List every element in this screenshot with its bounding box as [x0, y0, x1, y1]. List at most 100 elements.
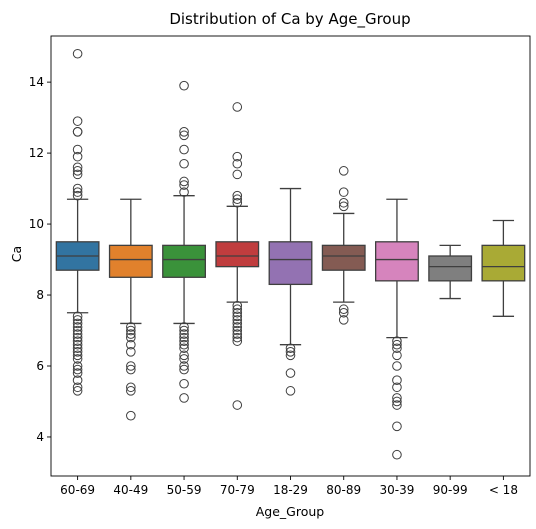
outlier-point — [232, 194, 243, 205]
outlier-point — [338, 197, 349, 208]
box — [268, 241, 313, 286]
outlier-point — [179, 378, 189, 389]
outlier-point — [179, 361, 189, 371]
box-group-70-79 — [215, 102, 260, 410]
outlier-point — [392, 343, 402, 354]
outlier-point — [72, 187, 83, 197]
outlier-point — [72, 144, 83, 155]
box — [321, 244, 366, 271]
outlier-point — [126, 410, 136, 421]
outlier-point — [285, 350, 296, 361]
outlier-point — [72, 116, 83, 126]
outlier-point — [232, 158, 243, 169]
outlier-point — [72, 190, 83, 201]
x-tick-label: 90-99 — [433, 483, 468, 497]
outlier-point — [392, 336, 402, 346]
outlier-point — [392, 396, 402, 407]
box — [108, 244, 153, 278]
outlier-point — [126, 325, 136, 336]
outlier-point — [392, 421, 402, 432]
outlier-point — [72, 166, 83, 176]
outlier-point — [72, 350, 83, 361]
outlier-point — [232, 329, 243, 339]
box — [162, 244, 206, 278]
outlier-point — [72, 368, 83, 378]
y-tick-label: 10 — [29, 217, 44, 231]
box-group-40-49 — [108, 198, 153, 421]
outlier-point — [72, 336, 83, 346]
outlier-point — [72, 375, 83, 385]
x-axis-title: Age_Group — [256, 504, 325, 519]
outlier-point — [72, 339, 83, 350]
outlier-point — [72, 343, 83, 354]
outlier-point — [179, 339, 189, 350]
y-tick-label: 4 — [36, 430, 44, 444]
outlier-point — [72, 382, 83, 393]
y-tick-label: 14 — [29, 75, 44, 89]
outlier-point — [232, 300, 243, 311]
outlier-point — [179, 127, 189, 137]
outlier-point — [179, 176, 189, 187]
outlier-point — [72, 386, 83, 396]
outlier-point — [72, 48, 83, 59]
outlier-point — [72, 315, 83, 325]
outlier-point — [232, 190, 243, 201]
outlier-point — [72, 322, 83, 332]
outlier-point — [338, 304, 349, 315]
outlier-point — [72, 127, 83, 137]
outlier-point — [72, 361, 83, 371]
y-axis: 4 6 8 10 12 14 — [29, 75, 51, 444]
outlier-point — [72, 332, 83, 343]
outlier-point — [72, 183, 83, 194]
outlier-point — [126, 364, 136, 375]
outlier-point — [285, 386, 296, 396]
outlier-point — [72, 311, 83, 322]
chart-title: Distribution of Ca by Age_Group — [169, 10, 410, 29]
box-group-< 18 — [481, 219, 526, 317]
outlier-point — [232, 197, 243, 208]
outlier-point — [285, 343, 296, 354]
x-tick-label: 50-59 — [167, 483, 202, 497]
outlier-point — [232, 318, 243, 329]
outlier-point — [392, 361, 402, 371]
x-tick-label: 30-39 — [380, 483, 415, 497]
outlier-point — [179, 350, 189, 361]
outlier-point — [179, 158, 189, 169]
outlier-point — [72, 329, 83, 339]
outlier-point — [179, 393, 189, 403]
outlier-point — [232, 169, 243, 180]
outlier-point — [72, 169, 83, 180]
outlier-point — [232, 151, 243, 162]
outlier-point — [72, 354, 83, 364]
outlier-point — [179, 332, 189, 343]
outlier-point — [232, 304, 243, 315]
outlier-point — [179, 343, 189, 354]
box — [428, 255, 473, 282]
box-group-80-89 — [321, 166, 366, 325]
outlier-point — [232, 307, 243, 318]
outlier-point — [338, 201, 349, 212]
outlier-point — [392, 339, 402, 350]
outlier-point — [232, 102, 243, 112]
x-axis: 60-69 40-49 50-59 70-79 18-29 80-89 30-39 90-99… — [60, 476, 518, 497]
y-tick-label: 6 — [36, 359, 44, 373]
outlier-point — [338, 187, 349, 197]
outlier-point — [126, 361, 136, 371]
box-group-50-59 — [162, 80, 206, 403]
outlier-point — [232, 336, 243, 346]
outlier-point — [72, 347, 83, 357]
outlier-point — [72, 162, 83, 173]
box — [481, 244, 526, 282]
outlier-point — [179, 364, 189, 375]
outlier-point — [126, 382, 136, 393]
outlier-point — [179, 180, 189, 190]
box-group-18-29 — [268, 187, 313, 396]
box — [375, 241, 419, 282]
outlier-point — [72, 364, 83, 375]
box — [215, 241, 260, 268]
outlier-point — [179, 144, 189, 155]
outlier-point — [179, 322, 189, 332]
outlier-point — [392, 449, 402, 460]
outlier-point — [179, 329, 189, 339]
